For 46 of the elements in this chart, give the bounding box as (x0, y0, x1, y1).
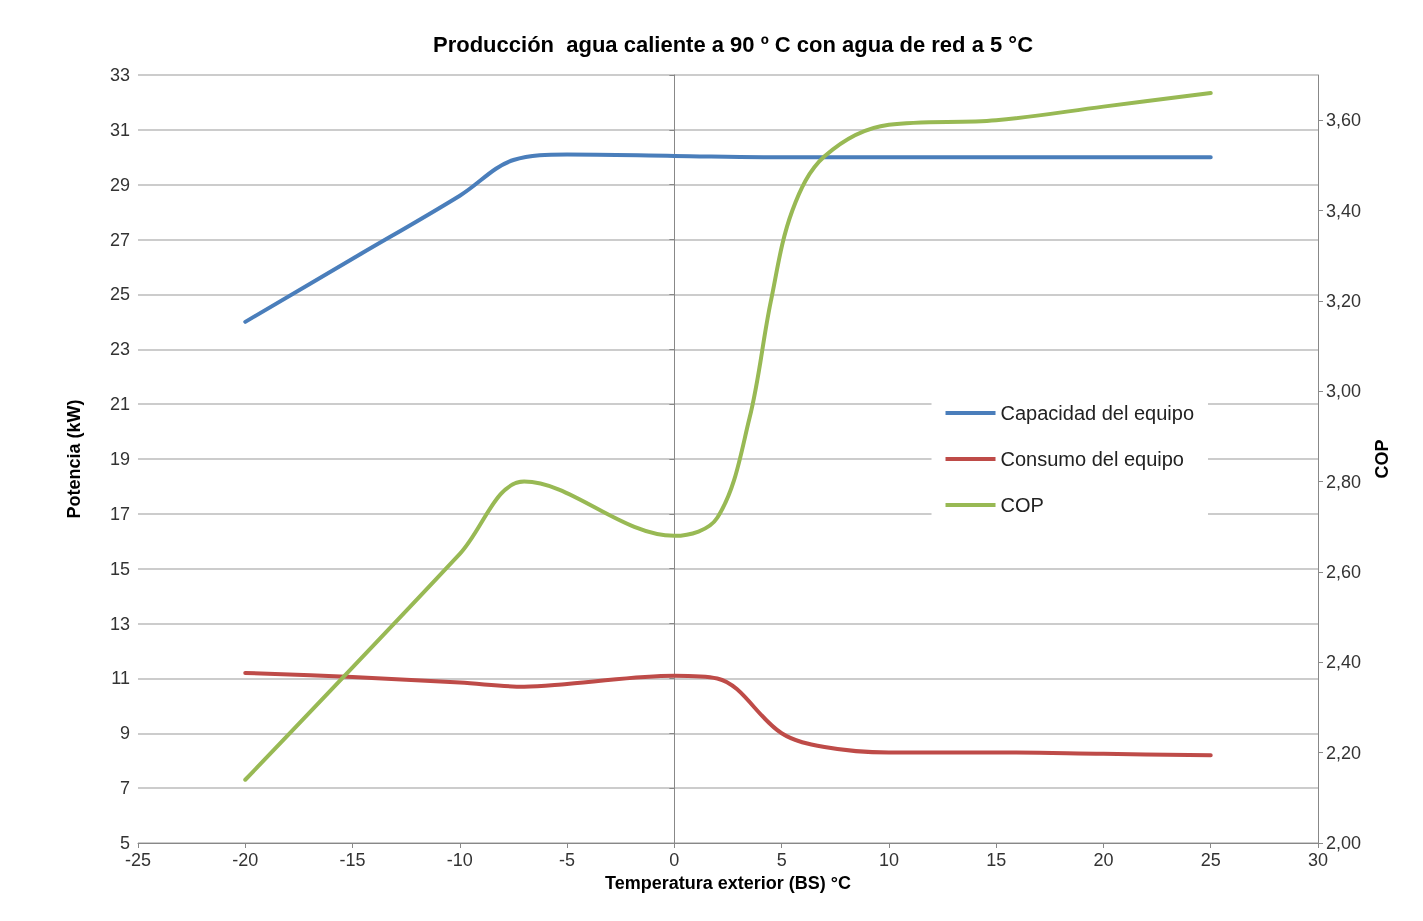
legend-label: COP (1000, 494, 1044, 516)
x-tick-label: -15 (339, 850, 366, 870)
y2-tick-label: 2,80 (1326, 471, 1362, 492)
x-tick-label: 25 (1200, 850, 1221, 870)
x-tick-label: -20 (232, 850, 259, 870)
y-axis-title: Potencia (kW) (64, 399, 84, 519)
y-tick-label: 19 (109, 449, 130, 469)
x-tick-label: 5 (776, 850, 787, 870)
line-series (243, 670, 1213, 758)
x-tick-label: -25 (124, 850, 152, 870)
x-tick-label: -5 (559, 850, 576, 870)
line-series (243, 152, 1213, 324)
x-tick-label: 20 (1093, 850, 1114, 870)
y-tick-label: 13 (109, 613, 130, 634)
x-axis-title: Temperatura exterior (BS) °C (605, 872, 851, 893)
y-tick-label: 25 (109, 284, 130, 305)
y2-tick-label: 2,20 (1326, 742, 1362, 763)
y2-tick-label: 2,60 (1326, 561, 1362, 582)
y-tick-label: 7 (119, 778, 130, 799)
chart-title: Producción agua caliente a 90 º C con agua de red a 5 °C (432, 31, 1034, 57)
x-tick-label: 15 (986, 850, 1007, 870)
legend-label: Consumo del equipo (1000, 448, 1184, 470)
y-tick-label: 11 (111, 668, 130, 689)
x-tick-label: 10 (878, 850, 899, 870)
y-tick-label: 33 (109, 65, 130, 85)
y2-tick-label: 2,40 (1326, 652, 1362, 673)
y2-axis-title: COP (1372, 439, 1392, 479)
y2-tick-label: 2,00 (1326, 833, 1362, 853)
legend-label: Capacidad del equipo (1000, 402, 1195, 424)
y-tick-label: 21 (109, 394, 130, 415)
y-tick-label: 27 (109, 229, 130, 250)
y2-tick-label: 3,20 (1326, 290, 1362, 311)
x-tick-label: -10 (446, 850, 473, 870)
y2-tick-label: 3,40 (1326, 200, 1362, 221)
y-tick-label: 9 (119, 723, 130, 744)
y-tick-label: 17 (109, 503, 130, 524)
y2-tick-label: 3,60 (1326, 110, 1362, 131)
y-tick-label: 23 (109, 339, 130, 360)
y-tick-label: 5 (119, 833, 130, 853)
y2-tick-label: 3,00 (1326, 381, 1362, 402)
line-series (243, 91, 1213, 782)
x-tick-label: 30 (1307, 850, 1329, 870)
y-tick-label: 15 (109, 558, 130, 579)
y-tick-label: 31 (109, 119, 130, 140)
x-tick-label: 0 (669, 850, 680, 870)
y-tick-label: 29 (109, 174, 130, 195)
